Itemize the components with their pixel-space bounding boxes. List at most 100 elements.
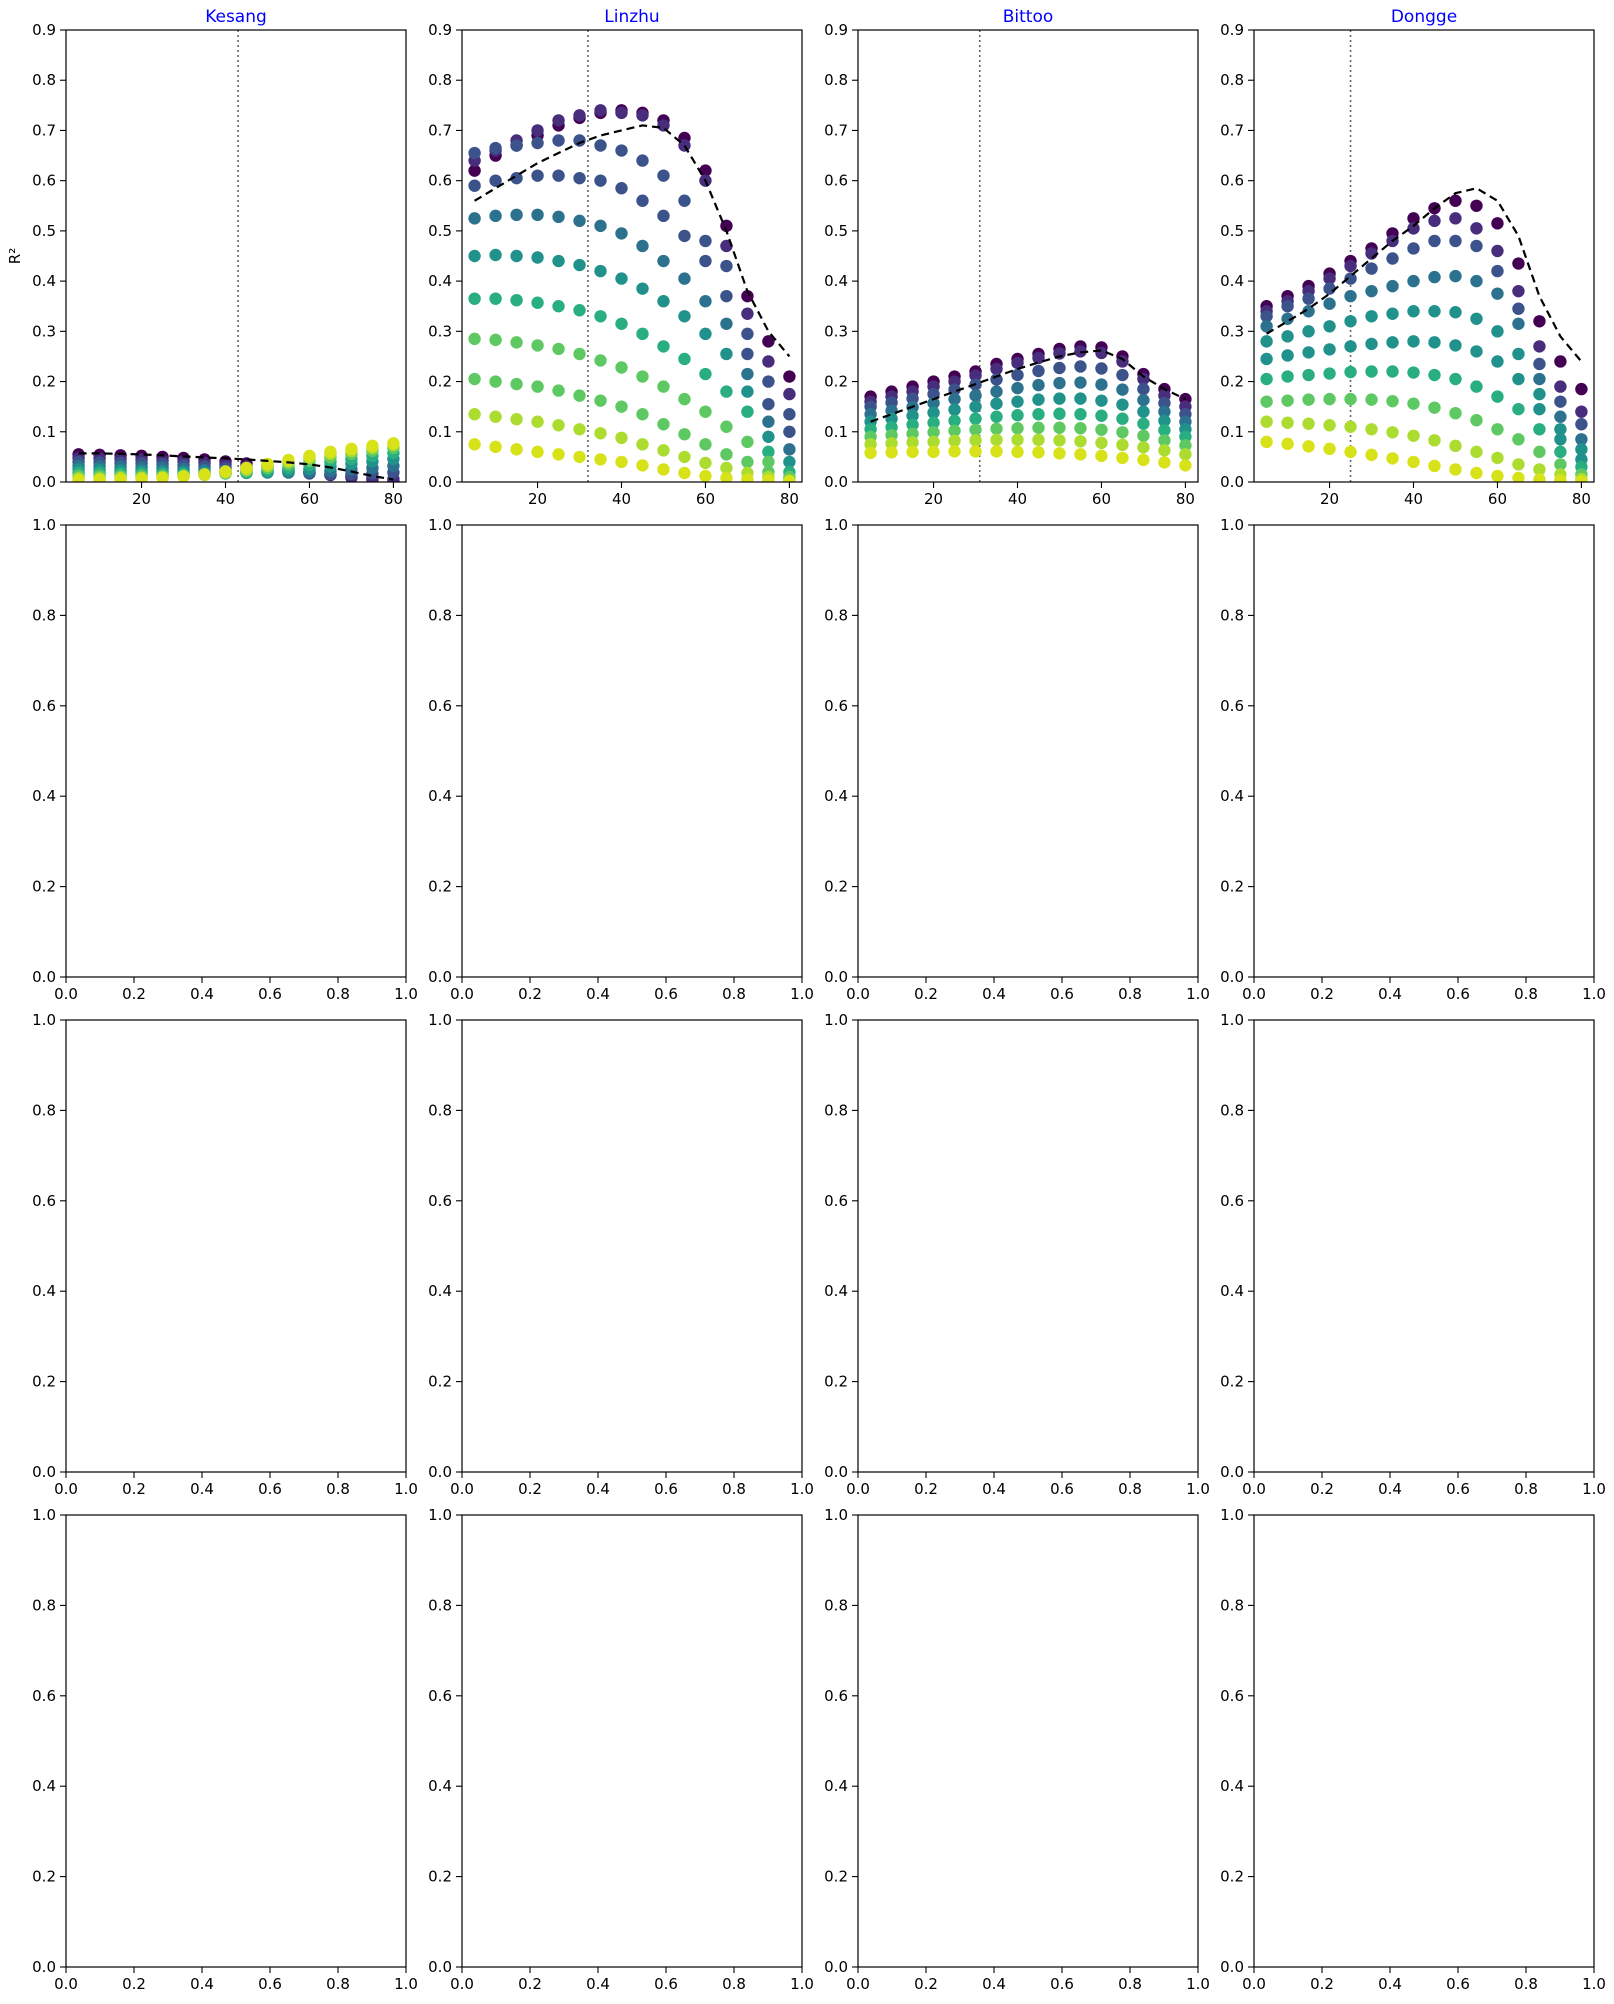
data-point — [1095, 449, 1108, 463]
x-tick-label: 40 — [216, 490, 235, 508]
y-tick-label: 0.1 — [824, 423, 848, 441]
data-point — [1032, 446, 1045, 459]
x-tick-label: 0.2 — [1310, 1975, 1334, 1993]
data-point — [678, 428, 691, 441]
x-tick-label: 0.6 — [258, 1975, 282, 1993]
data-point — [1533, 463, 1546, 476]
data-point — [573, 450, 586, 464]
data-point — [1053, 447, 1066, 460]
data-point — [741, 385, 754, 398]
panel-title: Bittoo — [1003, 7, 1054, 27]
y-tick-label: 1.0 — [32, 1011, 56, 1029]
y-tick-label: 0.8 — [1220, 71, 1244, 89]
x-tick-label: 40 — [612, 490, 631, 508]
panel-title: Linzhu — [604, 7, 659, 27]
data-point — [906, 418, 919, 431]
data-point — [1137, 382, 1150, 396]
y-tick-label: 0.4 — [428, 1777, 452, 1795]
data-point — [1407, 335, 1420, 348]
data-point — [720, 289, 733, 303]
axes-frame — [65, 29, 407, 483]
data-point — [1407, 242, 1420, 255]
data-point — [1407, 455, 1420, 469]
data-point — [1053, 392, 1066, 405]
data-point — [615, 227, 628, 240]
y-tick-label: 0.4 — [1220, 272, 1244, 290]
y-tick-label: 1.0 — [1220, 1011, 1244, 1029]
data-point — [594, 264, 607, 278]
data-point — [1053, 376, 1066, 390]
data-point — [1116, 438, 1129, 452]
x-tick-label: 60 — [300, 490, 319, 508]
data-point — [1179, 439, 1192, 452]
data-point — [1575, 443, 1588, 456]
y-tick-label: 0.0 — [824, 1958, 848, 1976]
data-point — [1095, 423, 1108, 436]
data-point — [969, 423, 982, 436]
data-point — [1011, 368, 1024, 382]
data-point — [990, 445, 1003, 458]
x-tick-label: 1.0 — [1582, 1975, 1606, 1993]
data-point — [1158, 396, 1171, 410]
data-point — [1158, 424, 1171, 437]
x-tick-label: 0.8 — [722, 1975, 746, 1993]
data-point — [1491, 355, 1504, 368]
x-tick-label: 0.6 — [654, 1975, 678, 1993]
y-tick-label: 0.6 — [428, 1687, 452, 1705]
subplot-8: 0.0 0.2 0.4 0.6 0.8 1.0 0.0 0.2 0.4 0.6 0.8 1.0 — [1220, 516, 1606, 1003]
data-point — [1575, 433, 1588, 446]
subplot-6: 0.0 0.2 0.4 0.6 0.8 1.0 0.0 0.2 0.4 0.6 0.8 1.0 — [428, 516, 814, 1003]
y-tick-label: 0.4 — [1220, 1777, 1244, 1795]
data-point — [783, 387, 796, 401]
x-tick-label: 80 — [1176, 490, 1195, 508]
y-tick-label: 0.8 — [428, 1596, 452, 1614]
y-tick-label: 0.4 — [824, 787, 848, 805]
y-tick-label: 1.0 — [32, 1506, 56, 1524]
y-tick-label: 0.2 — [428, 1373, 452, 1391]
data-point — [1470, 222, 1483, 235]
data-point — [948, 414, 961, 427]
data-point — [1533, 315, 1546, 328]
data-point — [948, 403, 961, 416]
data-point — [741, 347, 754, 361]
data-point — [783, 443, 796, 456]
data-point — [1470, 345, 1483, 358]
x-tick-label: 0.0 — [1242, 1480, 1266, 1498]
data-point — [720, 420, 733, 433]
data-point — [1137, 372, 1150, 386]
y-tick-label: 0.8 — [32, 606, 56, 624]
data-point — [699, 234, 712, 248]
x-tick-label: 0.0 — [54, 985, 78, 1003]
data-point — [1407, 305, 1420, 318]
y-tick-label: 1.0 — [824, 516, 848, 534]
data-point — [1095, 394, 1108, 407]
data-point — [783, 475, 796, 482]
data-point — [969, 389, 982, 402]
data-point — [1032, 433, 1045, 447]
data-point — [1074, 376, 1087, 389]
data-point — [678, 310, 691, 323]
data-point — [1032, 351, 1045, 365]
y-tick-label: 0.2 — [428, 878, 452, 896]
data-point — [1386, 336, 1399, 349]
data-point — [741, 435, 754, 449]
x-tick-label: 0.0 — [846, 1975, 870, 1993]
y-tick-label: 0.0 — [32, 1463, 56, 1481]
y-tick-label: 0.2 — [824, 1373, 848, 1391]
data-point — [1323, 392, 1336, 406]
data-point — [1533, 357, 1546, 371]
data-point — [636, 109, 649, 122]
data-point — [510, 249, 523, 263]
data-point — [741, 367, 754, 381]
data-point — [1491, 469, 1504, 482]
y-tick-label: 0.2 — [1220, 1868, 1244, 1886]
x-tick-label: 0.8 — [1118, 1975, 1142, 1993]
data-point — [1533, 372, 1546, 386]
subplot-1: 0.0 0.1 0.2 0.3 0.4 0.5 0.6 0.7 0.8 0.9 20 40 60 80 Ke… — [6, 7, 407, 508]
data-point — [1449, 234, 1462, 248]
data-point — [135, 472, 148, 482]
data-point — [573, 214, 586, 228]
data-point — [1158, 456, 1171, 469]
x-tick-label: 0.0 — [450, 1480, 474, 1498]
y-tick-label: 1.0 — [32, 516, 56, 534]
